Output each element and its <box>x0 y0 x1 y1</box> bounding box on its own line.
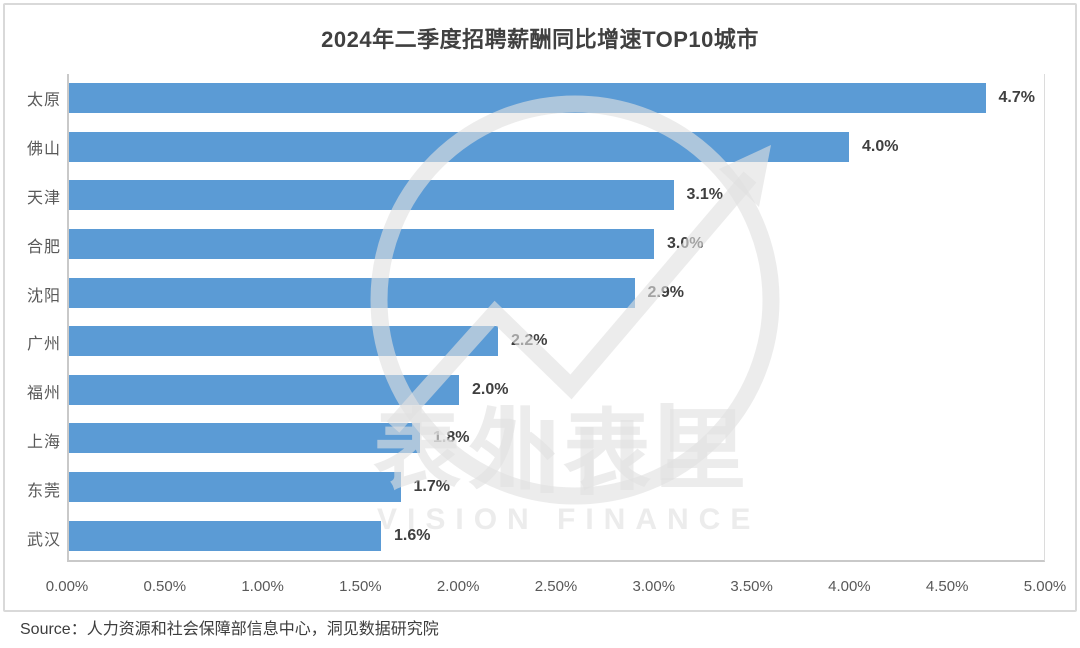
x-tick-label: 2.00% <box>436 578 480 595</box>
bar-row: 2.9% <box>69 268 1044 317</box>
bar <box>69 83 986 114</box>
bar-value-label: 3.0% <box>667 235 704 253</box>
x-tick-label: 5.00% <box>1023 578 1067 595</box>
bar <box>69 180 674 211</box>
category-label: 沈阳 <box>26 287 61 305</box>
bar-value-label: 1.8% <box>433 429 470 447</box>
bar-value-label: 4.0% <box>862 137 899 155</box>
bar-row: 2.2% <box>69 317 1044 366</box>
x-tick-label: 0.50% <box>143 578 187 595</box>
plot-area: 4.7% 4.0% 3.1% 3.0% 2.9% 2.2% 2.0% 1.8% 1.7% 1.6% <box>67 74 1045 562</box>
bar-value-label: 2.0% <box>472 380 509 398</box>
bar-value-label: 1.7% <box>413 478 450 496</box>
chart-box: 2024年二季度招聘薪酬同比增速TOP10城市 太原佛山天津合肥沈阳广州福州上海… <box>3 3 1077 612</box>
bar <box>69 472 401 503</box>
x-tick-label: 3.50% <box>730 578 773 595</box>
bar-row: 1.6% <box>69 511 1044 560</box>
category-label: 太原 <box>26 92 61 110</box>
bar-row: 3.1% <box>69 171 1044 220</box>
bar <box>69 229 654 260</box>
bar-row: 1.8% <box>69 414 1044 463</box>
chart-title: 2024年二季度招聘薪酬同比增速TOP10城市 <box>321 27 759 52</box>
category-label: 武汉 <box>26 531 61 549</box>
bar-value-label: 3.1% <box>686 186 723 204</box>
bar <box>69 374 459 405</box>
bar <box>69 423 420 454</box>
y-axis-category-labels: 太原佛山天津合肥沈阳广州福州上海东莞武汉 <box>8 74 61 562</box>
bar-value-label: 2.9% <box>647 283 684 301</box>
category-label: 上海 <box>26 433 61 451</box>
x-tick-label: 1.00% <box>241 578 284 595</box>
category-label: 福州 <box>26 385 61 403</box>
bar-row: 4.0% <box>69 123 1044 172</box>
category-label: 佛山 <box>26 141 61 159</box>
x-tick-label: 4.50% <box>925 578 969 595</box>
bar <box>69 520 381 551</box>
bar-row: 2.0% <box>69 366 1044 415</box>
x-tick-label: 0.00% <box>45 578 89 595</box>
x-axis-tick-labels: 0.00% 0.50% 1.00% 1.50% 2.00% 2.50% 3.00% 3.50%… <box>46 572 1067 598</box>
bar-row: 3.0% <box>69 220 1044 269</box>
source-attribution: Source：人力资源和社会保障部信息中心，洞见数据研究院 <box>20 621 439 638</box>
x-tick-label: 1.50% <box>339 578 382 595</box>
x-tick-label: 4.00% <box>828 578 871 595</box>
bar-value-label: 4.7% <box>998 89 1035 107</box>
bar <box>69 277 635 308</box>
category-label: 东莞 <box>26 482 61 500</box>
category-label: 天津 <box>26 189 61 207</box>
bar-row: 1.7% <box>69 463 1044 512</box>
x-tick-label: 3.00% <box>632 578 676 595</box>
category-label: 合肥 <box>26 238 61 256</box>
bar-value-label: 1.6% <box>394 526 431 544</box>
bar-row: 4.7% <box>69 74 1044 123</box>
category-label: 广州 <box>26 336 61 354</box>
bar <box>69 131 849 162</box>
bar-value-label: 2.2% <box>511 332 548 350</box>
x-tick-label: 2.50% <box>534 578 578 595</box>
bar <box>69 326 498 357</box>
